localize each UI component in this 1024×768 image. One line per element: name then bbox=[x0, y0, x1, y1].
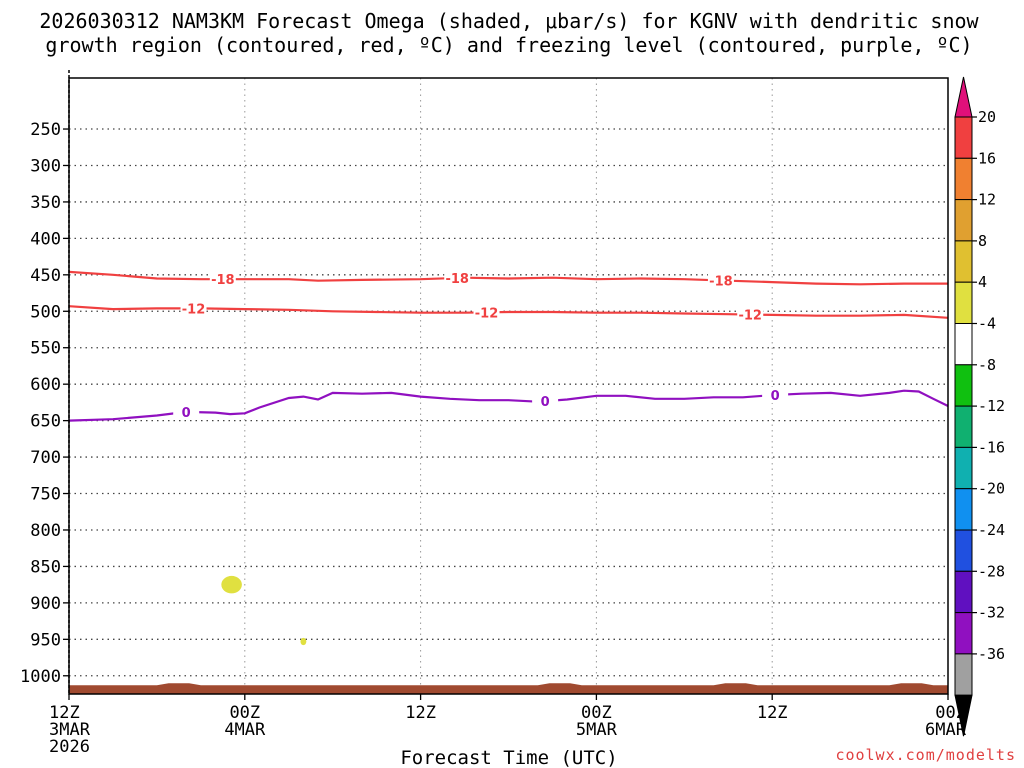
y-tick-label-550: 550 bbox=[30, 339, 61, 359]
y-tick-label-450: 450 bbox=[30, 266, 61, 286]
y-tick-label-400: 400 bbox=[30, 229, 61, 249]
contour-label--12-2: -12 bbox=[738, 309, 762, 324]
x-tick-label-1-1: 4MAR bbox=[224, 720, 266, 740]
x-tick-label-1-0: 00Z bbox=[229, 703, 260, 723]
x-tick-label-4-0: 12Z bbox=[757, 703, 788, 723]
colorbar-bin-9 bbox=[954, 488, 973, 531]
y-tick-label-600: 600 bbox=[30, 375, 61, 395]
colorbar-bin-5 bbox=[954, 323, 973, 366]
contour-label-bg-0-0 bbox=[173, 403, 200, 420]
y-tick-label-350: 350 bbox=[30, 193, 61, 213]
colorbar-bin-10 bbox=[954, 529, 973, 572]
colorbar-bin-2 bbox=[954, 199, 973, 242]
contour-label-bg--18-1 bbox=[444, 269, 471, 286]
colorbar-label-6: -8 bbox=[978, 356, 996, 374]
contour--12 bbox=[68, 305, 949, 319]
contour-label-0-0: 0 bbox=[182, 406, 191, 421]
colorbar-label-1: 16 bbox=[978, 149, 996, 167]
y-tick-label-950: 950 bbox=[30, 630, 61, 650]
colorbar-bin-4 bbox=[954, 281, 973, 325]
colorbar-label-7: -12 bbox=[978, 397, 1005, 415]
colorbar-label-0: 20 bbox=[978, 108, 996, 126]
y-tick-label-1000: 1000 bbox=[20, 667, 61, 687]
colorbar-label-8: -16 bbox=[978, 438, 1005, 456]
colorbar-top-arrow bbox=[954, 76, 973, 118]
y-tick-label-850: 850 bbox=[30, 557, 61, 577]
x-axis-label: Forecast Time (UTC) bbox=[400, 747, 617, 768]
contour-label-bg--18-0 bbox=[209, 271, 236, 288]
plot-frame bbox=[68, 77, 949, 695]
contour-label-bg-0-2 bbox=[762, 386, 789, 403]
x-tick-label-0-1: 3MAR bbox=[49, 720, 91, 740]
y-tick-label-700: 700 bbox=[30, 448, 61, 468]
y-tick-label-800: 800 bbox=[30, 521, 61, 541]
omega-shade-0 bbox=[221, 575, 242, 594]
colorbar: 20 16 12 8 4 -4 -8 -12 -16 -20 -24 -28 -32 -36 bbox=[954, 76, 1005, 737]
contour-label-bg--12-2 bbox=[737, 306, 764, 323]
colorbar-label-12: -32 bbox=[978, 604, 1005, 622]
y-tick-label-250: 250 bbox=[30, 120, 61, 140]
colorbar-bin-13 bbox=[954, 653, 973, 696]
x-tick-label-3-1: 5MAR bbox=[576, 720, 618, 740]
x-tick-label-5-1: 6MAR bbox=[925, 720, 967, 740]
y-tick-label-900: 900 bbox=[30, 594, 61, 614]
colorbar-bin-8 bbox=[954, 446, 973, 490]
colorbar-bin-1 bbox=[954, 157, 973, 201]
x-tick-label-3-0: 00Z bbox=[581, 703, 612, 723]
contour-label-bg--12-1 bbox=[473, 304, 500, 321]
terrain-band bbox=[69, 683, 948, 694]
contour--18 bbox=[68, 270, 948, 286]
colorbar-bottom-arrow bbox=[954, 694, 973, 737]
contour-label-0-2: 0 bbox=[771, 389, 780, 404]
contour-label--18-0: -18 bbox=[211, 273, 235, 288]
colorbar-label-13: -36 bbox=[978, 645, 1005, 663]
contour-0 bbox=[68, 389, 949, 422]
chart-title-line2: growth region (contoured, red, ºC) and f… bbox=[45, 33, 972, 57]
colorbar-bin-7 bbox=[954, 405, 973, 448]
colorbar-bin-0 bbox=[954, 116, 973, 159]
credit-link[interactable]: coolwx.com/modelts bbox=[835, 746, 1016, 764]
colorbar-label-5: -4 bbox=[978, 315, 996, 333]
contour-label--18-2: -18 bbox=[709, 274, 733, 289]
plot-area: -18 -18 -18 -12 -12 -12 0 0 0 bbox=[68, 70, 949, 695]
contour-label-bg--12-0 bbox=[180, 300, 207, 317]
contour-label--12-1: -12 bbox=[475, 306, 499, 321]
contour-label-bg--18-2 bbox=[707, 272, 734, 289]
y-tick-label-300: 300 bbox=[30, 156, 61, 176]
x-tick-label-2-0: 12Z bbox=[405, 703, 436, 723]
y-axis-tick-labels: 250 300 350 400 450 500 550 600 650 700 750 800 850 9… bbox=[20, 120, 69, 687]
colorbar-label-4: 4 bbox=[978, 273, 987, 291]
colorbar-label-9: -20 bbox=[978, 480, 1005, 498]
chart-title-line1: 2026030312 NAM3KM Forecast Omega (shaded… bbox=[39, 9, 979, 33]
x-tick-label-0-0: 12Z bbox=[49, 703, 80, 723]
x-tick-label-0-2: 2026 bbox=[49, 737, 90, 757]
colorbar-bin-11 bbox=[954, 570, 973, 614]
contour-label--18-1: -18 bbox=[445, 272, 469, 287]
colorbar-label-3: 8 bbox=[978, 232, 987, 250]
colorbar-bin-3 bbox=[954, 240, 973, 283]
colorbar-label-11: -28 bbox=[978, 562, 1005, 580]
colorbar-bin-12 bbox=[954, 612, 973, 655]
contour-label-0-1: 0 bbox=[541, 395, 550, 410]
colorbar-bin-6 bbox=[954, 364, 973, 407]
colorbar-label-10: -24 bbox=[978, 521, 1005, 539]
y-tick-label-500: 500 bbox=[30, 302, 61, 322]
omega-shade-1 bbox=[300, 637, 307, 646]
contour-label-bg-0-1 bbox=[532, 393, 559, 410]
y-tick-label-650: 650 bbox=[30, 412, 61, 432]
y-tick-label-750: 750 bbox=[30, 485, 61, 505]
contour-label--12-0: -12 bbox=[182, 302, 206, 317]
colorbar-label-2: 12 bbox=[978, 191, 996, 209]
